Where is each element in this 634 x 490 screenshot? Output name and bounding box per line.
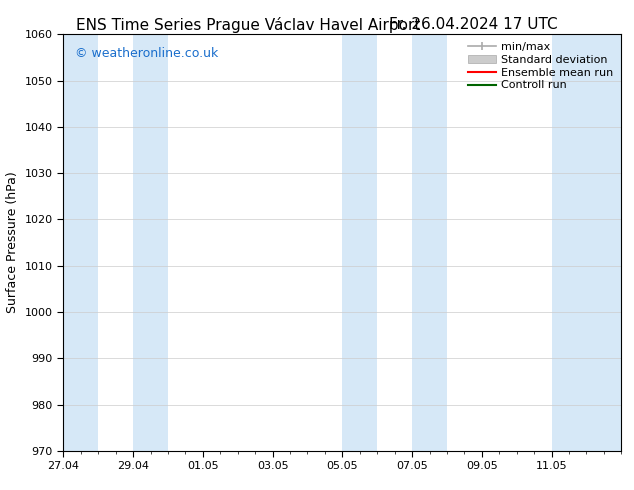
Bar <box>342 34 377 451</box>
Text: © weatheronline.co.uk: © weatheronline.co.uk <box>75 47 218 60</box>
Bar <box>63 34 98 451</box>
Bar <box>412 34 447 451</box>
Text: Fr. 26.04.2024 17 UTC: Fr. 26.04.2024 17 UTC <box>389 17 558 32</box>
Bar <box>133 34 168 451</box>
Bar <box>552 34 621 451</box>
Text: ENS Time Series Prague Václav Havel Airport: ENS Time Series Prague Václav Havel Airp… <box>76 17 420 33</box>
Legend: min/max, Standard deviation, Ensemble mean run, Controll run: min/max, Standard deviation, Ensemble me… <box>466 40 616 93</box>
Y-axis label: Surface Pressure (hPa): Surface Pressure (hPa) <box>6 172 19 314</box>
